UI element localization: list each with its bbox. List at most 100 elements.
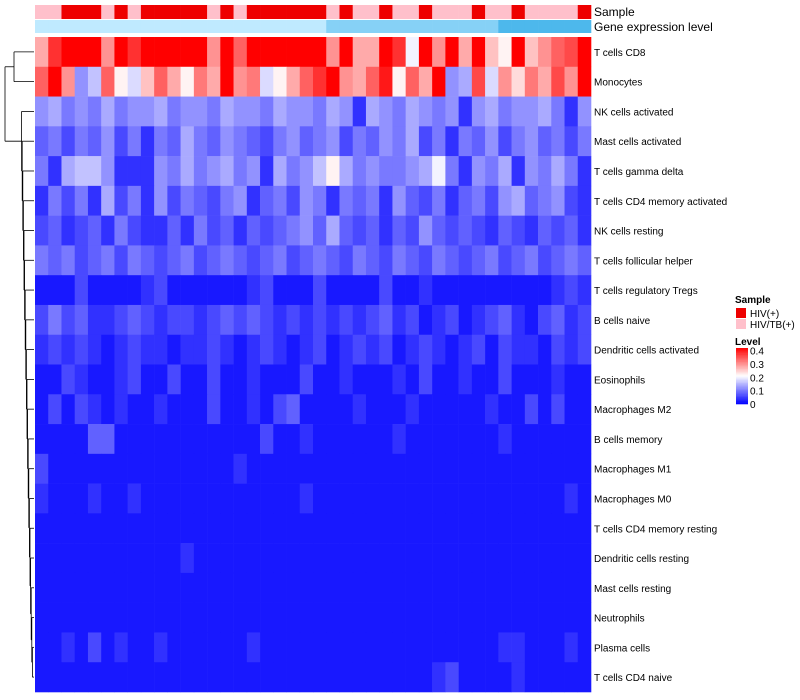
expression-track-cell	[418, 20, 433, 33]
heatmap-cell	[471, 424, 486, 455]
heatmap-cell	[220, 632, 234, 663]
heatmap-cell	[418, 185, 433, 216]
heatmap-cell	[127, 275, 142, 306]
legend-gradient-step	[736, 388, 748, 391]
sample-annotation-track	[35, 5, 592, 19]
heatmap-cell	[418, 364, 433, 395]
heatmap-cell	[418, 126, 433, 157]
heatmap-cell	[577, 156, 592, 187]
heatmap-cell	[313, 156, 327, 187]
heatmap-cell	[313, 275, 327, 306]
heatmap-cell	[405, 275, 420, 306]
heatmap-cell	[485, 37, 499, 68]
heatmap-cell	[551, 66, 565, 97]
heatmap-cell	[140, 364, 155, 395]
heatmap-cell	[207, 364, 221, 395]
row-label: Dendritic cells activated	[594, 346, 699, 357]
legend-sample-label: HIV(+)	[750, 309, 779, 320]
heatmap-cell	[246, 96, 261, 127]
legend-gradient-step	[736, 362, 748, 364]
heatmap-cell	[35, 156, 49, 187]
heatmap-cell	[458, 662, 473, 693]
heatmap-cell	[405, 513, 420, 544]
heatmap-cell	[485, 453, 499, 484]
heatmap-cell	[418, 66, 433, 97]
heatmap-cell	[405, 453, 420, 484]
heatmap-cell	[365, 304, 380, 336]
heatmap-cell	[445, 126, 459, 157]
heatmap-cell	[220, 245, 234, 276]
heatmap-cell	[485, 424, 499, 455]
heatmap-cell	[326, 483, 340, 514]
heatmap-cell	[87, 96, 102, 127]
expression-track-cell	[246, 20, 261, 33]
heatmap-cell	[538, 364, 552, 395]
legend-gradient-step	[736, 373, 748, 375]
heatmap-cell	[127, 156, 142, 187]
sample-track-cell	[299, 5, 314, 19]
heatmap-cell	[61, 37, 76, 68]
heatmap-cell	[313, 424, 327, 455]
heatmap-cell	[114, 334, 128, 365]
heatmap-cell	[114, 602, 128, 633]
heatmap-cell	[101, 215, 115, 246]
heatmap-cell	[140, 662, 155, 693]
row-label: Mast cells activated	[594, 137, 681, 148]
heatmap-cell	[273, 215, 287, 246]
heatmap-cell	[127, 632, 142, 663]
heatmap-cell	[432, 304, 446, 336]
heatmap-cell	[286, 662, 301, 693]
heatmap-cell	[48, 602, 62, 633]
heatmap-cell	[365, 37, 380, 68]
heatmap-cell	[246, 334, 261, 365]
heatmap-cell	[392, 662, 406, 693]
heatmap-cell	[48, 185, 62, 216]
heatmap-cell	[471, 66, 486, 97]
heatmap-cell	[207, 602, 221, 633]
heatmap-cell	[233, 156, 248, 187]
row-label: B cells naive	[594, 316, 651, 327]
heatmap-cell	[260, 572, 274, 603]
heatmap-cell	[313, 453, 327, 484]
heatmap-cell	[379, 245, 393, 276]
heatmap-cell	[299, 96, 314, 127]
heatmap-cell	[260, 66, 274, 97]
heatmap-cell	[101, 126, 115, 157]
heatmap-cell	[339, 632, 354, 663]
heatmap-cell	[233, 483, 248, 514]
heatmap-cell	[524, 364, 539, 395]
heatmap-cell	[48, 632, 62, 663]
heatmap-cell	[551, 543, 565, 574]
expression-track-cell	[154, 20, 168, 33]
heatmap-cell	[339, 364, 354, 395]
heatmap-cell	[458, 66, 473, 97]
heatmap-cell	[379, 66, 393, 97]
heatmap-cell	[392, 245, 406, 276]
heatmap-cell	[458, 96, 473, 127]
heatmap-cell	[471, 572, 486, 603]
heatmap-cell	[207, 394, 221, 425]
heatmap-cell	[167, 483, 181, 514]
heatmap-cell	[498, 602, 512, 633]
heatmap-cell	[220, 572, 234, 603]
heatmap-cell	[498, 304, 512, 336]
expression-track-cell	[458, 20, 473, 33]
heatmap-cell	[233, 126, 248, 157]
heatmap-cell	[233, 304, 248, 336]
heatmap-cell	[61, 156, 76, 187]
heatmap-cell	[498, 156, 512, 187]
heatmap-cell	[35, 453, 49, 484]
heatmap-cell	[432, 572, 446, 603]
heatmap-cell	[313, 394, 327, 425]
heatmap-cell	[180, 424, 195, 455]
heatmap-cell	[48, 513, 62, 544]
expression-track-cell	[339, 20, 354, 33]
heatmap-cell	[246, 126, 261, 157]
heatmap-cell	[379, 543, 393, 574]
heatmap-cell	[260, 275, 274, 306]
heatmap-cell	[405, 156, 420, 187]
heatmap-cell	[379, 424, 393, 455]
heatmap-cell	[365, 156, 380, 187]
heatmap-cell	[299, 185, 314, 216]
heatmap-cell	[564, 543, 579, 574]
